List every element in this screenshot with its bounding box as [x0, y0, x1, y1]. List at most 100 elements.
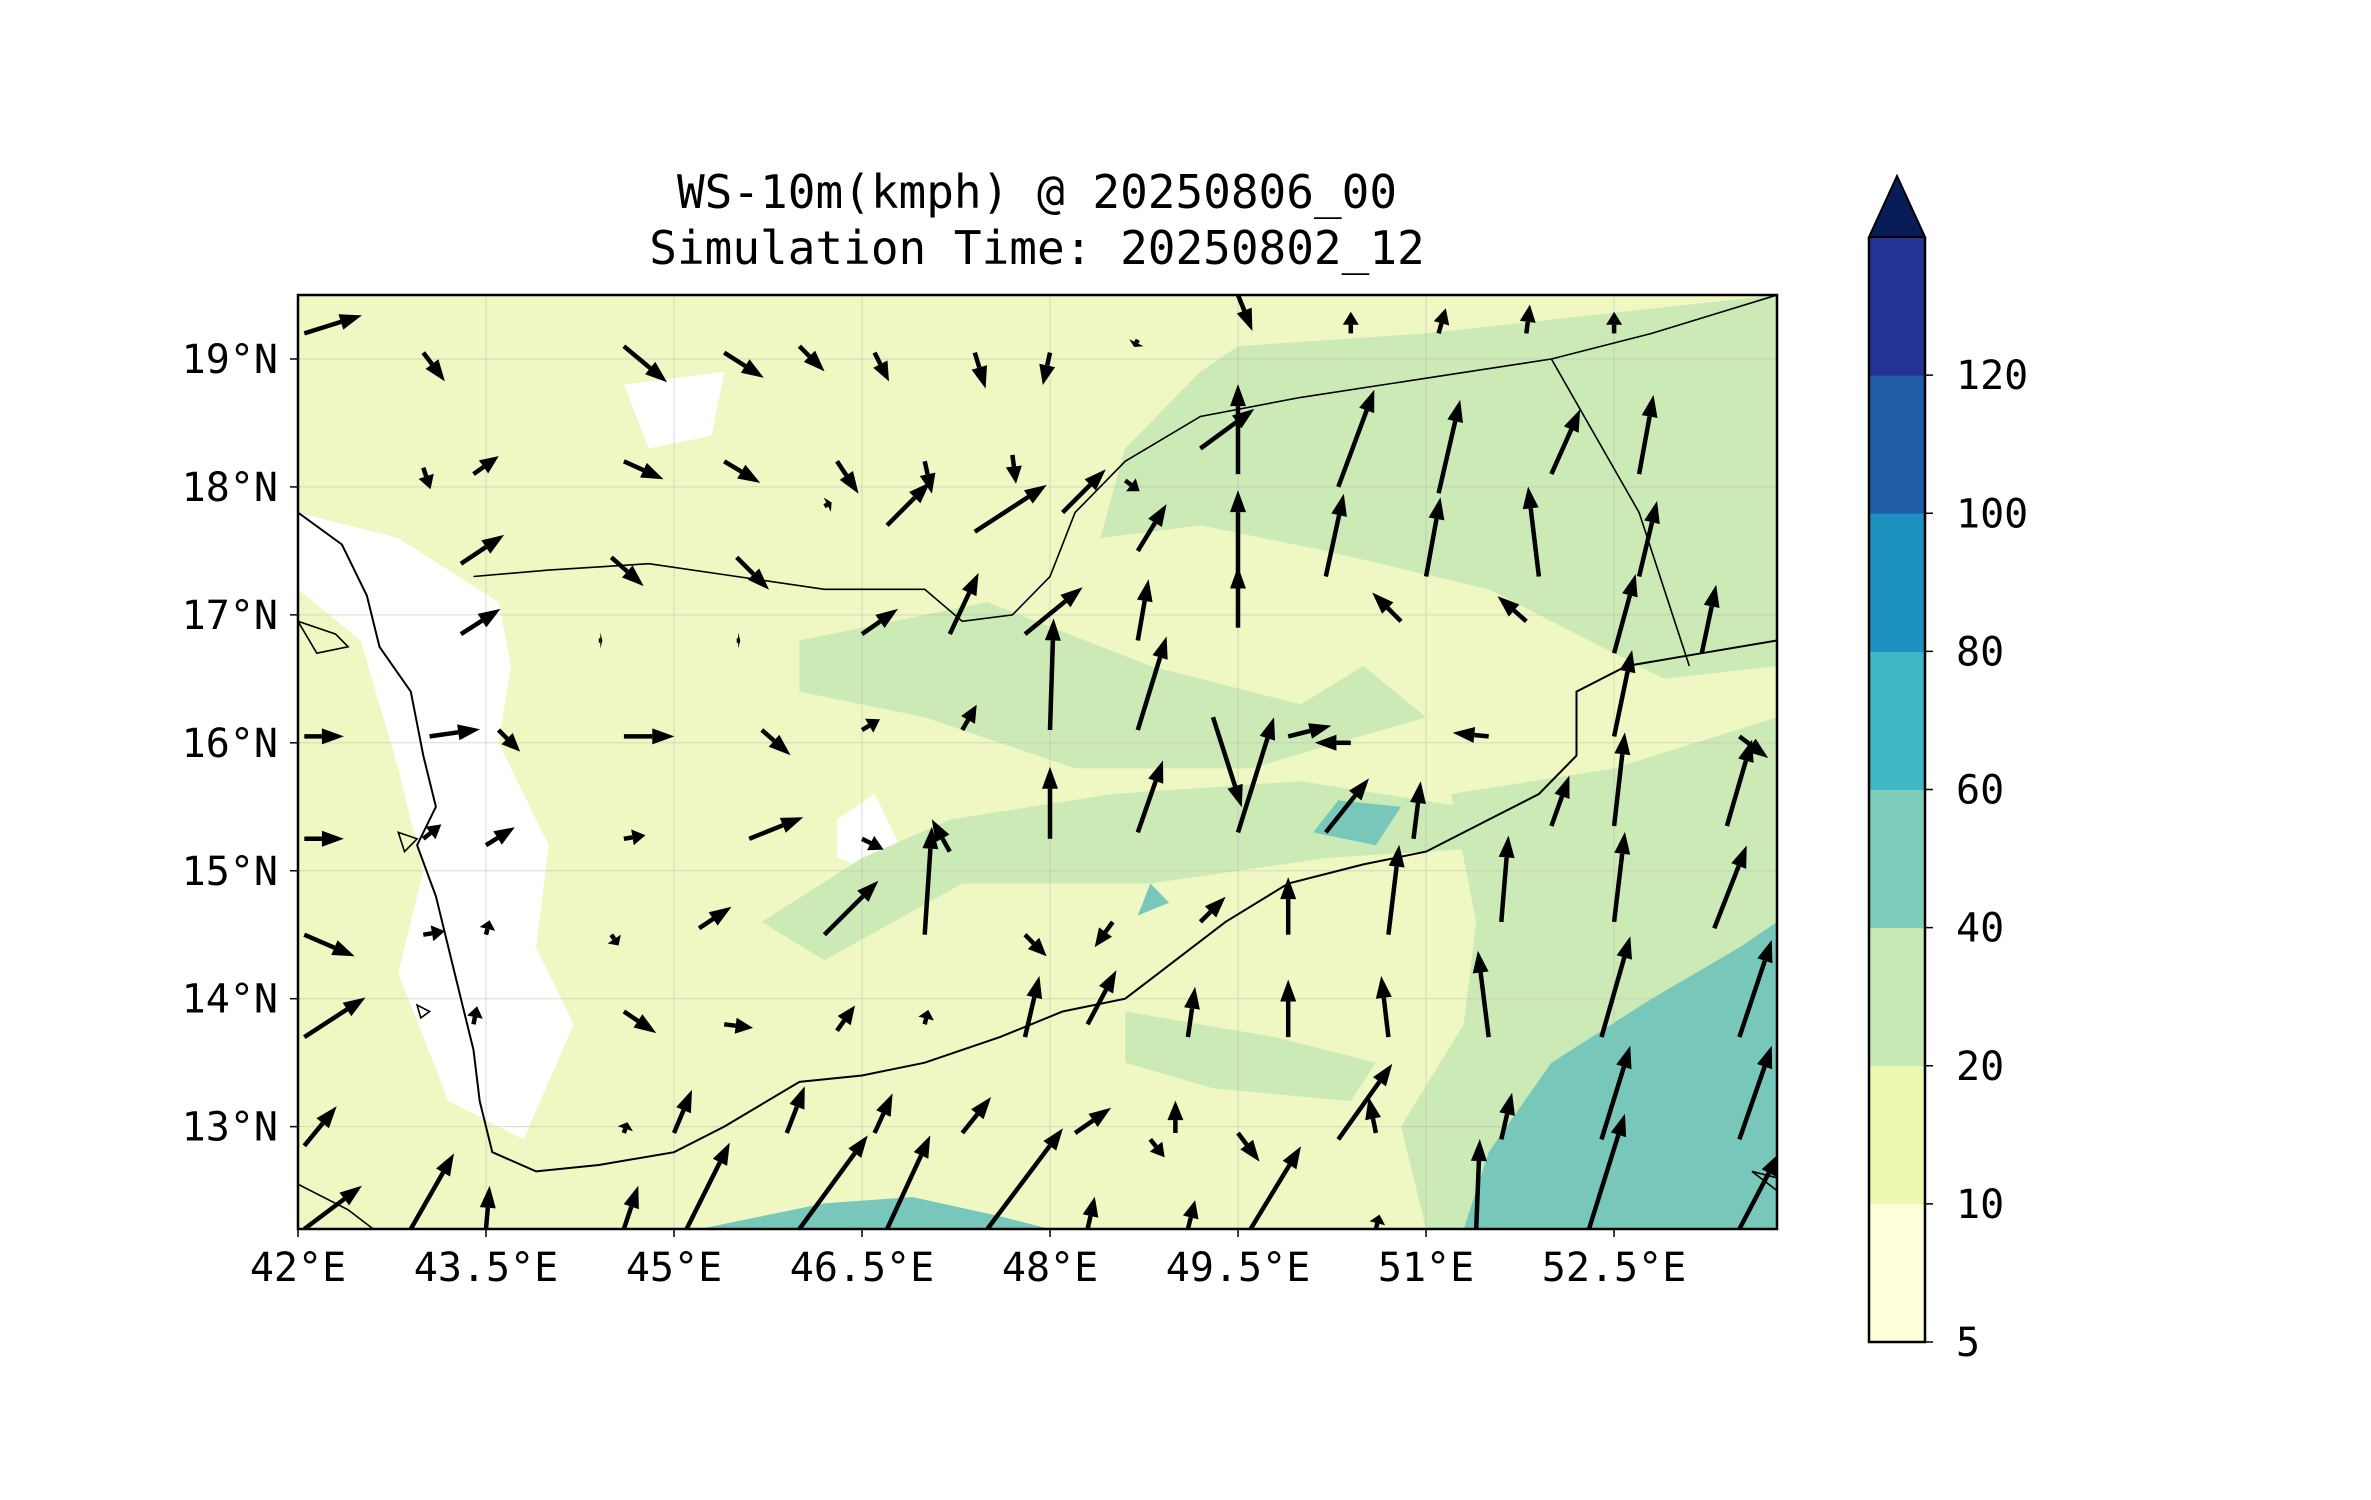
wind-vector [861, 835, 884, 851]
wind-vector-shaft [1611, 753, 1625, 827]
wind-vector-head [1082, 1196, 1099, 1218]
wind-vector [1499, 1092, 1515, 1140]
wind-vector-shaft [302, 1121, 325, 1148]
wind-vector [1023, 587, 1083, 636]
wind-vector-head [837, 1005, 855, 1026]
wind-vector [422, 925, 445, 942]
wind-vector-head [873, 360, 889, 382]
wind-vector-shaft [496, 728, 509, 741]
wind-vector-head [1616, 936, 1632, 960]
wind-vector-shaft [835, 460, 849, 477]
wind-vector-head [316, 1106, 337, 1129]
wind-vector [1375, 975, 1392, 1038]
wind-vector-shaft [1010, 454, 1017, 467]
wind-vector [1039, 352, 1055, 385]
wind-vector-head [1522, 486, 1539, 510]
wind-vector-shaft [1061, 483, 1092, 515]
wind-vector-head [737, 464, 761, 483]
y-tick-label: 15°N [182, 849, 278, 895]
wind-vector-head [477, 608, 501, 628]
wind-vector-head [633, 1014, 657, 1034]
wind-vector-head [1024, 484, 1047, 504]
wind-vector-shaft [1123, 478, 1133, 487]
wind-vector [723, 1017, 753, 1034]
wind-vector-shaft [1386, 606, 1403, 623]
wind-vector-head [1703, 584, 1720, 608]
wind-vector [1236, 1131, 1260, 1162]
wind-vector-shaft [1524, 321, 1531, 334]
y-tick-label: 19°N [182, 337, 278, 383]
wind-vector-shaft [1599, 956, 1627, 1038]
wind-vector-shaft [609, 933, 617, 941]
wind-vector-head [1731, 845, 1747, 869]
wind-vector-head [747, 568, 770, 590]
wind-vector-shaft [784, 1105, 799, 1134]
colorbar-tick-label: 120 [1956, 353, 2028, 399]
wind-vector-head [1331, 493, 1347, 517]
wind-vector-shaft [609, 555, 629, 574]
wind-vector-shaft [459, 545, 488, 566]
wind-vector-head [1136, 579, 1153, 603]
wind-vector-head [875, 608, 898, 628]
wind-vector [1230, 566, 1246, 628]
wind-vector-shaft [1699, 605, 1714, 654]
wind-vector [1737, 1045, 1773, 1141]
wind-vector [1167, 1100, 1184, 1133]
wind-vector-shaft [1549, 795, 1565, 827]
wind-vector-head [865, 718, 880, 733]
wind-vector-shaft [1235, 737, 1270, 834]
wind-vector-shaft [1611, 853, 1625, 923]
wind-vector [304, 728, 344, 745]
wind-vector [1452, 727, 1489, 743]
y-tick-label: 18°N [182, 465, 278, 511]
speed-40-60-zone [699, 1197, 1050, 1229]
wind-vector-shaft [1022, 996, 1037, 1038]
wind-vector [736, 632, 741, 649]
wind-vector-head [789, 1086, 805, 1110]
wind-vector [1365, 1097, 1381, 1134]
wind-vector [1323, 493, 1347, 577]
wind-vector-head [1148, 504, 1167, 527]
wind-vector [1230, 490, 1246, 577]
wind-vector [823, 497, 832, 512]
wind-vector [860, 718, 880, 733]
wind-vector-shaft [1386, 866, 1399, 935]
wind-vector-shaft [1599, 1066, 1627, 1141]
wind-vector [1135, 760, 1164, 834]
x-tick-label: 45°E [626, 1245, 722, 1291]
country-border [473, 295, 1777, 623]
wind-vector [1611, 831, 1631, 923]
wind-vector [1636, 394, 1658, 475]
wind-vector-head [430, 925, 445, 942]
wind-vector-head [1757, 1045, 1773, 1070]
wind-vector-head [913, 1135, 931, 1159]
wind-vector [835, 460, 859, 494]
wind-vector-head [1388, 844, 1405, 868]
wind-vector-head [1094, 927, 1112, 948]
wind-vector [1342, 311, 1359, 334]
wind-vector [1235, 717, 1276, 834]
wind-vector-head [803, 350, 825, 372]
wind-vector-head [425, 359, 445, 382]
wind-vector [1235, 295, 1253, 331]
wind-vector [1497, 596, 1528, 623]
wind-vector [1372, 592, 1403, 623]
wind-vector [684, 1142, 730, 1229]
wind-vector-shaft [1185, 1216, 1193, 1229]
wind-vector-shaft [797, 344, 811, 358]
wind-vector-head [1372, 592, 1394, 614]
wind-vector-shaft [1474, 732, 1489, 739]
wind-vector-shaft [1381, 997, 1391, 1038]
wind-vector [459, 608, 501, 636]
wind-vector-head [617, 1122, 633, 1132]
wind-vector [1184, 986, 1200, 1038]
wind-vector-head [1519, 304, 1536, 323]
wind-vector-head [1614, 831, 1631, 855]
wind-vector-head [1039, 363, 1055, 385]
wind-vector-head [1614, 732, 1631, 756]
wind-vector [1549, 409, 1581, 476]
wind-vector-shaft [1423, 518, 1439, 577]
wind-vector [1470, 1139, 1487, 1229]
wind-vector [421, 351, 445, 382]
wind-vector-shaft [1148, 1137, 1158, 1149]
